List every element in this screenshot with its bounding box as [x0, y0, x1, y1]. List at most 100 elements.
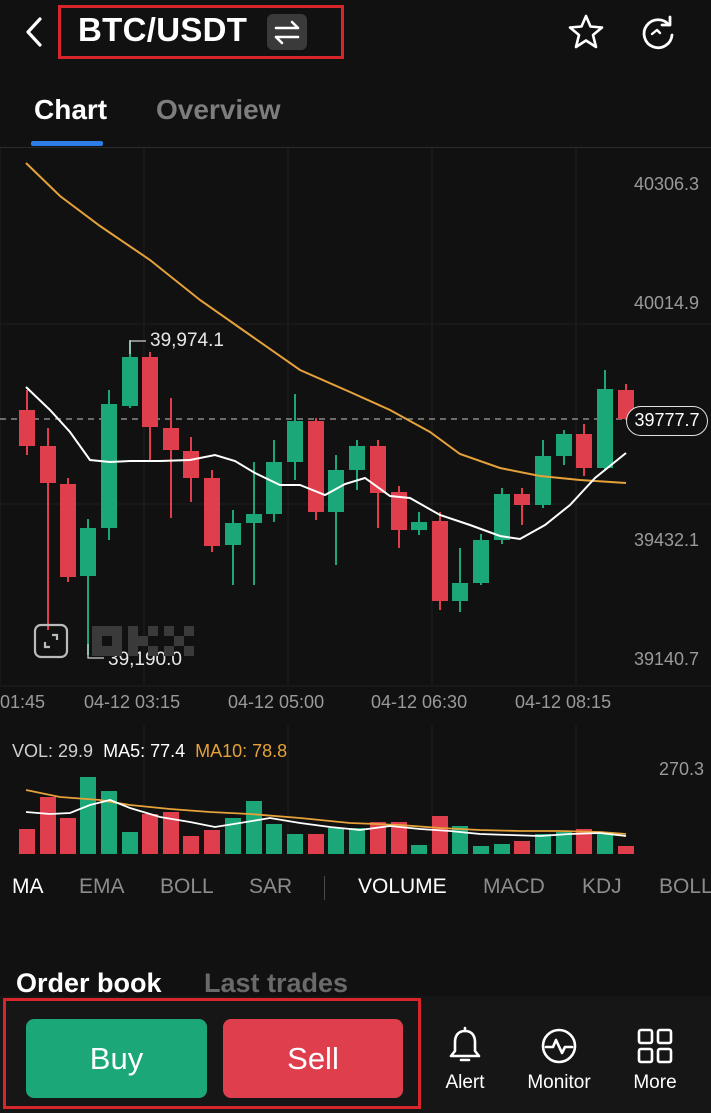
indicator-boll-sub[interactable]: BOLL [659, 875, 711, 898]
volume-bar [163, 812, 179, 854]
pair-title[interactable]: BTC/USDT [78, 11, 248, 48]
volume-legend: VOL: 29.9 MA5: 77.4 MA10: 78.8 [12, 741, 292, 762]
volume-bar [535, 834, 551, 854]
volume-bar [328, 828, 344, 854]
vol-ma5-line [25, 799, 627, 837]
candles [19, 340, 634, 655]
tab-overview[interactable]: Overview [156, 94, 281, 125]
swap-icon[interactable] [267, 14, 307, 50]
nav-monitor[interactable]: Monitor [517, 1026, 601, 1102]
price-chart[interactable] [0, 148, 711, 728]
volume-bar [80, 777, 96, 854]
nav-more[interactable]: More [613, 1026, 697, 1102]
candle [411, 522, 427, 530]
indicator-sar[interactable]: SAR [249, 875, 293, 898]
candle [308, 421, 324, 512]
high-marker [129, 340, 146, 354]
candle [122, 357, 138, 406]
star-icon[interactable] [565, 12, 607, 52]
nav-alert[interactable]: Alert [423, 1026, 507, 1102]
volume-bar [618, 846, 634, 854]
expand-icon[interactable] [33, 623, 69, 659]
refresh-icon[interactable] [636, 12, 680, 52]
volume-bar [411, 845, 427, 854]
volume-bar [576, 829, 592, 854]
candle [535, 456, 551, 505]
price-axis-label: 40306.3 [634, 174, 700, 194]
indicator-ma[interactable]: MA [12, 875, 44, 898]
tab-last-trades[interactable]: Last trades [204, 968, 349, 998]
low-marker [87, 644, 104, 659]
time-axis-label: 04-12 05:00 [228, 692, 325, 712]
candle [60, 484, 76, 577]
volume-chart[interactable] [0, 725, 711, 860]
candle [494, 494, 510, 540]
bell-icon [449, 1026, 481, 1062]
time-axis-label: 04-12 06:30 [371, 692, 468, 712]
time-axis-label: 04-12 03:15 [84, 692, 181, 712]
nav-label-alert: Alert [445, 1072, 485, 1093]
candle [40, 446, 56, 483]
indicator-kdj[interactable]: KDJ [582, 875, 622, 898]
indicator-ema[interactable]: EMA [79, 875, 125, 898]
price-axis-label: 39140.7 [634, 649, 700, 669]
buy-button[interactable]: Buy [26, 1019, 207, 1098]
grid-icon [637, 1028, 673, 1064]
volume-bar [452, 826, 468, 854]
volume-bar [514, 841, 530, 854]
candle [246, 514, 262, 523]
candle [432, 521, 448, 601]
high-price-label: 39,974.1 [150, 330, 224, 351]
volume-bar [473, 846, 489, 854]
candle [349, 446, 365, 470]
buy-sell-highlight-box [3, 998, 421, 1109]
current-price-tag: 39777.7 [626, 406, 708, 436]
time-axis-label: 01:45 [0, 692, 46, 712]
volume-axis-label: 270.3 [659, 759, 705, 779]
candle [391, 492, 407, 530]
nav-label-more: More [633, 1072, 677, 1093]
indicator-volume[interactable]: VOLUME [358, 875, 447, 898]
volume-bar [308, 834, 324, 854]
low-price-label: 39,190.0 [108, 649, 182, 670]
indicator-macd[interactable]: MACD [483, 875, 545, 898]
volume-bar [246, 801, 262, 854]
candle [287, 421, 303, 462]
volume-bar [494, 844, 510, 854]
candle [328, 470, 344, 512]
candle [452, 583, 468, 601]
candle [514, 494, 530, 505]
candle [473, 540, 489, 583]
candle [19, 410, 35, 446]
candle [266, 462, 282, 514]
candle [183, 451, 199, 478]
candle [163, 428, 179, 450]
active-tab-indicator [31, 141, 103, 146]
vol-label: VOL: 29.9 [12, 741, 94, 761]
candle [370, 446, 386, 493]
volume-bar [60, 818, 76, 854]
indicator-separator [324, 876, 325, 900]
time-axis-label: 04-12 08:15 [515, 692, 612, 712]
volume-bar [183, 836, 199, 854]
volume-bar [19, 829, 35, 854]
price-axis-label: 39432.1 [634, 530, 700, 550]
candle [80, 528, 96, 576]
indicator-boll[interactable]: BOLL [160, 875, 214, 898]
tab-chart[interactable]: Chart [34, 94, 108, 125]
candle [225, 523, 241, 545]
sell-button[interactable]: Sell [223, 1019, 403, 1098]
price-axis-label: 40014.9 [634, 293, 700, 313]
volume-bars [19, 777, 634, 854]
volume-bar [432, 816, 448, 854]
candle [142, 357, 158, 427]
volume-bar [204, 830, 220, 854]
volume-bar [225, 818, 241, 854]
candle [556, 434, 572, 456]
candle [597, 389, 613, 468]
volume-bar [142, 814, 158, 854]
back-chevron-icon[interactable] [18, 14, 52, 50]
tab-order-book[interactable]: Order book [16, 968, 162, 998]
candle [204, 478, 220, 546]
volume-bar [122, 832, 138, 854]
